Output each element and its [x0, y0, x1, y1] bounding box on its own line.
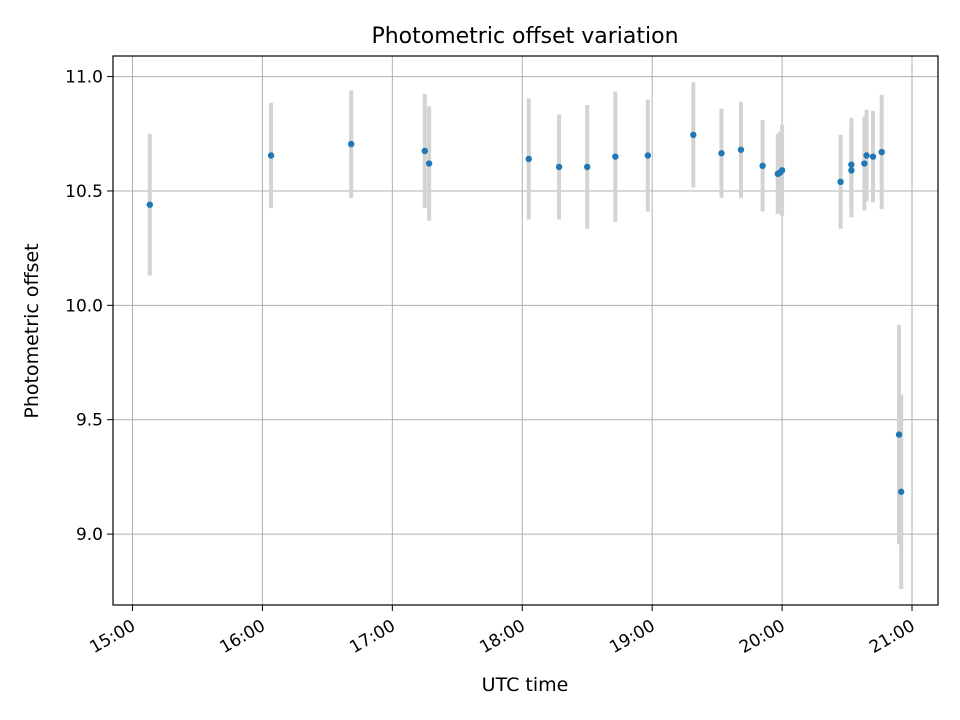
y-tick-label: 10.0	[65, 296, 103, 316]
data-point	[347, 140, 355, 148]
data-point	[759, 162, 766, 169]
data-point	[146, 201, 154, 208]
data-point	[421, 147, 429, 155]
data-point	[644, 152, 652, 159]
data-point	[869, 153, 877, 160]
y-axis: 9.0 9.5 10.0 10.5 11.0	[65, 68, 113, 545]
data-point	[584, 163, 591, 171]
data-point	[525, 155, 532, 163]
data-point	[863, 152, 870, 159]
data-point	[861, 160, 868, 167]
data-point	[555, 163, 563, 171]
data-point	[612, 153, 619, 160]
data-point	[737, 146, 745, 153]
y-tick-label: 10.5	[65, 182, 103, 202]
y-tick-label: 9.5	[76, 411, 103, 431]
data-point	[878, 148, 885, 156]
y-tick-label: 9.0	[76, 525, 103, 545]
data-point	[425, 160, 433, 167]
data-point	[778, 167, 786, 174]
plot-frame	[112, 55, 939, 606]
data-point	[718, 150, 725, 157]
data-point	[848, 161, 855, 168]
x-axis-label: UTC time	[482, 674, 569, 696]
chart-title: Photometric offset variation	[371, 24, 678, 49]
data-point	[267, 152, 275, 159]
data-point	[690, 131, 697, 139]
data-point	[897, 488, 905, 495]
y-axis-label: Photometric offset	[21, 243, 43, 418]
data-point	[837, 178, 844, 186]
data-point	[895, 431, 903, 438]
y-tick-label: 11.0	[65, 68, 103, 88]
data-points	[146, 131, 905, 495]
data-point	[848, 167, 855, 174]
